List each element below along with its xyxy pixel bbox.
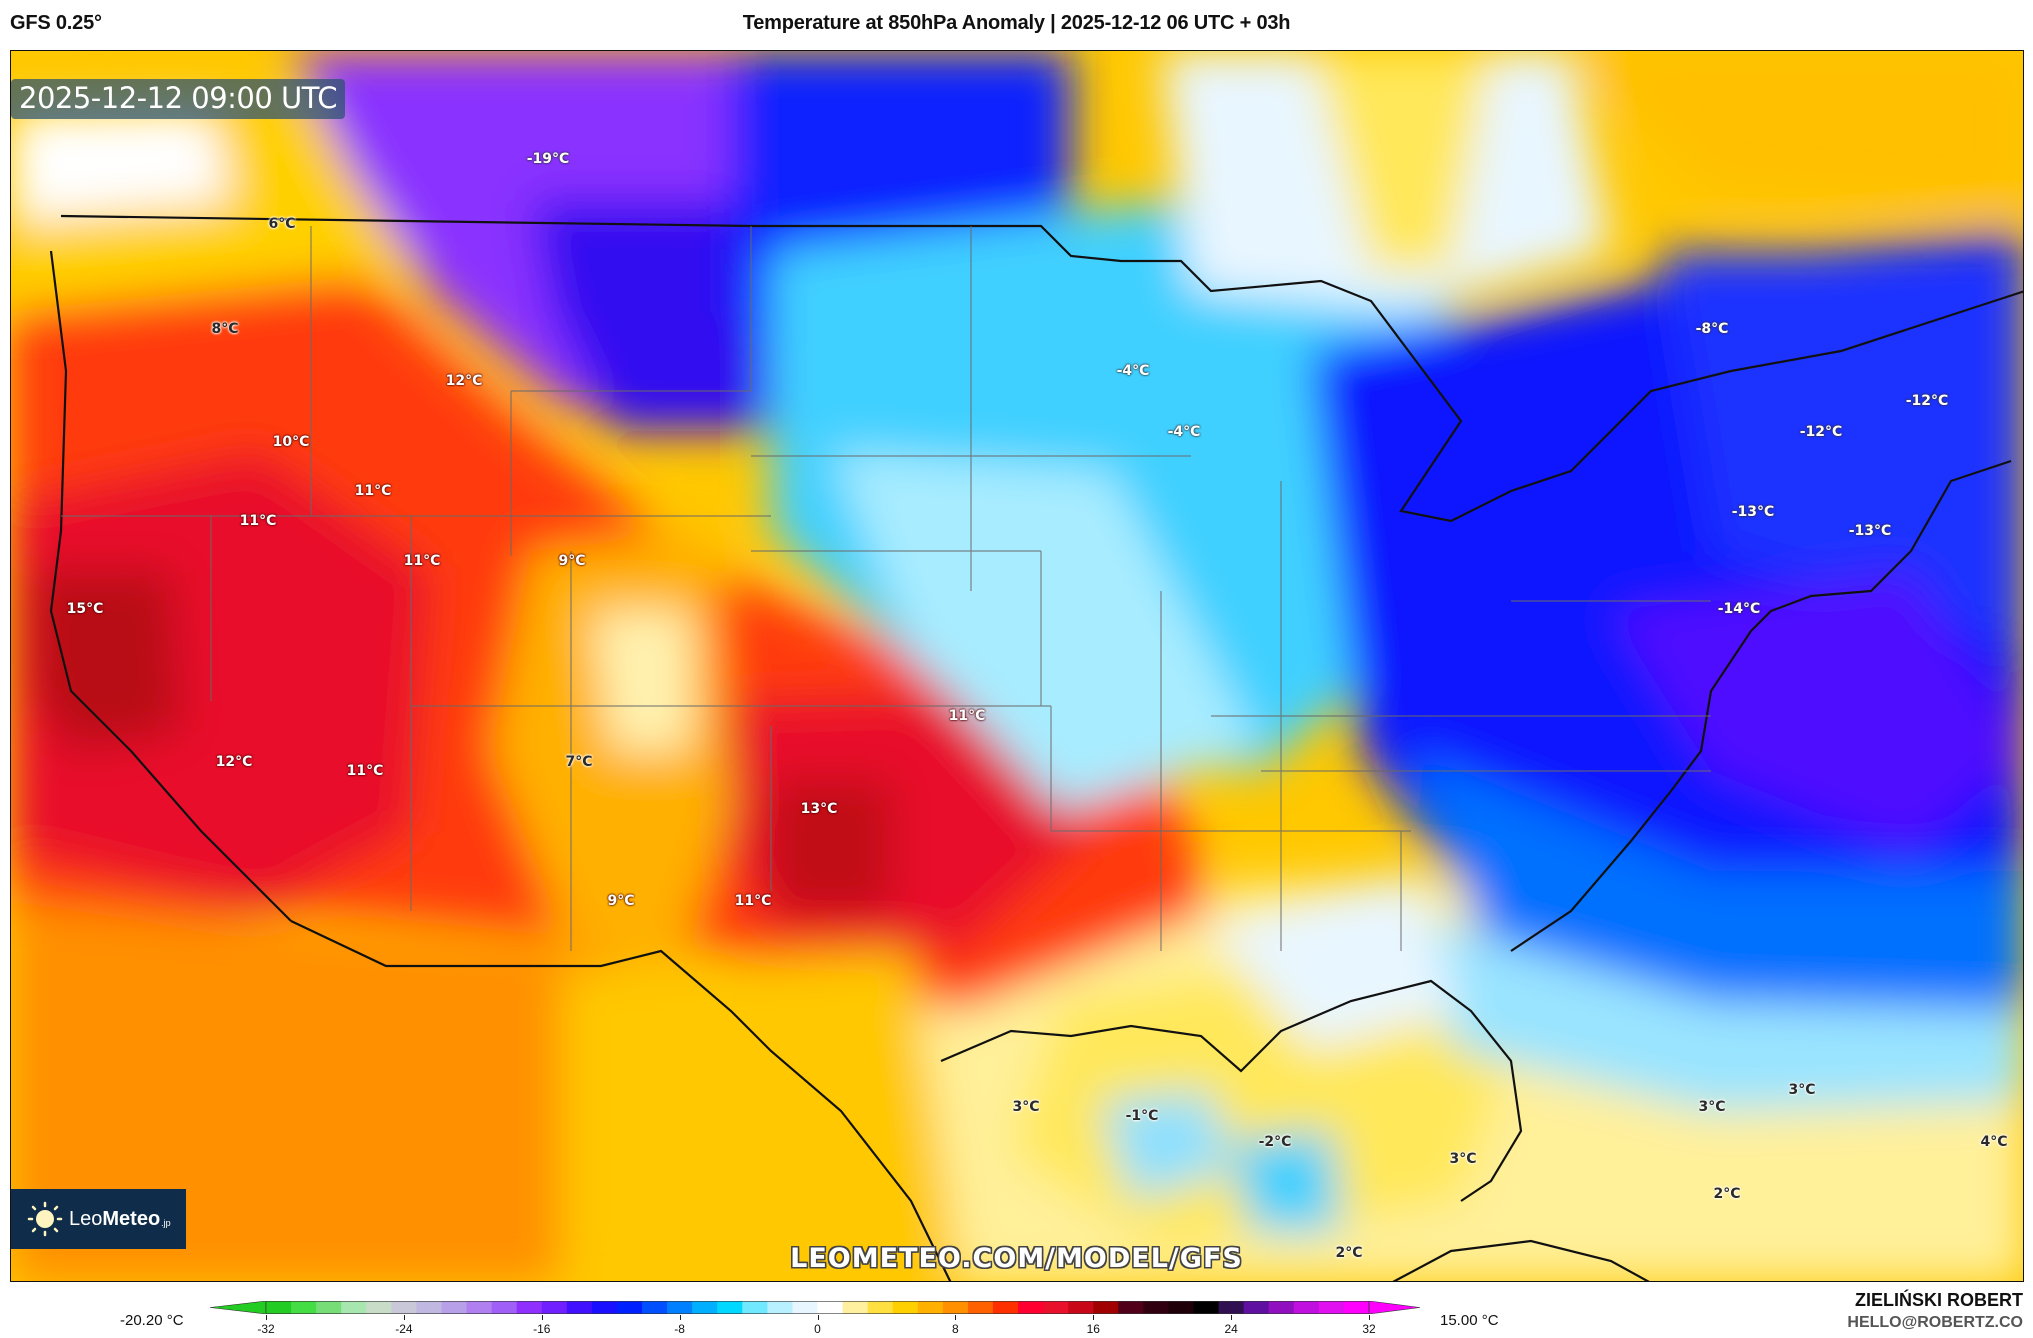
- isotherm-label: -14°C: [1717, 601, 1761, 617]
- isotherm-label: 9°C: [607, 893, 635, 909]
- colorbar-tick: [403, 1315, 405, 1320]
- source-watermark: LEOMETEO.COM/MODEL/GFS: [790, 1243, 1243, 1274]
- isotherm-label: -12°C: [1799, 424, 1843, 440]
- colorbar-max-label: 15.00 °C: [1440, 1312, 1499, 1329]
- isotherm-label: -19°C: [526, 151, 570, 167]
- isotherm-label: 11°C: [239, 513, 277, 529]
- isotherm-label: -4°C: [1116, 363, 1150, 379]
- temperature-anomaly-map[interactable]: 2025-12-12 09:00 UTC -19°C 6°C 8°C 12°C 10°C…: [10, 50, 2024, 1282]
- valid-time-badge: 2025-12-12 09:00 UTC: [11, 79, 346, 119]
- colorbar-tick: [955, 1315, 957, 1320]
- isotherm-label: -4°C: [1167, 424, 1201, 440]
- isotherm-label: 11°C: [948, 708, 986, 724]
- colorbar-tick-label: 24: [1224, 1322, 1238, 1336]
- isotherm-label: 13°C: [800, 801, 838, 817]
- isotherm-label: 3°C: [1788, 1082, 1816, 1098]
- isotherm-label: 11°C: [354, 483, 392, 499]
- colorbar-tick: [266, 1315, 267, 1320]
- isotherm-label: 2°C: [1713, 1186, 1741, 1202]
- isotherm-label: 11°C: [734, 893, 772, 909]
- temperature-field: [11, 51, 2023, 1281]
- isotherm-label: 3°C: [1012, 1099, 1040, 1115]
- logo-text-light: Leo: [69, 1207, 103, 1230]
- isotherm-label: -13°C: [1848, 523, 1892, 539]
- isotherm-label: 7°C: [565, 754, 593, 770]
- colorbar-tick-label: -16: [533, 1322, 551, 1336]
- isotherm-label: -1°C: [1125, 1108, 1159, 1124]
- isotherm-label: 12°C: [445, 373, 483, 389]
- author-name: ZIELIŃSKI ROBERT: [1854, 1290, 2023, 1310]
- logo-text-suffix: .jp: [161, 1218, 171, 1228]
- sun-icon: [27, 1201, 63, 1237]
- colorbar-tick-label: 16: [1086, 1322, 1100, 1336]
- isotherm-label: 12°C: [215, 754, 253, 770]
- isotherm-label: 11°C: [403, 553, 441, 569]
- colorbar-tick-label: -32: [257, 1322, 275, 1336]
- isotherm-label: 2°C: [1335, 1245, 1363, 1261]
- colorbar-tick-label: 32: [1362, 1322, 1376, 1336]
- colorbar-tick: [817, 1315, 819, 1320]
- leometeo-logo[interactable]: Leo Meteo .jp: [11, 1189, 186, 1249]
- isotherm-label: 3°C: [1449, 1151, 1477, 1167]
- isotherm-label: 6°C: [268, 216, 296, 232]
- colorbar-tick: [541, 1315, 543, 1320]
- isotherm-label: 3°C: [1698, 1099, 1726, 1115]
- isotherm-label: 4°C: [1980, 1134, 2008, 1150]
- isotherm-label: 8°C: [211, 321, 239, 337]
- isotherm-label: -13°C: [1731, 504, 1775, 520]
- chart-title: Temperature at 850hPa Anomaly | 2025-12-…: [742, 12, 1291, 34]
- colorbar-tick-label: 0: [814, 1322, 821, 1336]
- isotherm-label: -12°C: [1905, 393, 1949, 409]
- colorbar: [210, 1301, 1420, 1314]
- isotherm-label: -8°C: [1695, 321, 1729, 337]
- colorbar-tick: [1231, 1315, 1233, 1320]
- coastlines: [49, 214, 2023, 1281]
- author-email[interactable]: HELLO@ROBERTZ.CO: [1847, 1314, 2023, 1331]
- logo-text-bold: Meteo: [102, 1207, 161, 1230]
- colorbar-tick: [1369, 1315, 1370, 1320]
- state-borders: [61, 226, 1711, 951]
- isotherm-label: 9°C: [558, 553, 586, 569]
- colorbar-tick-label: -24: [395, 1322, 413, 1336]
- colorbar-tick-label: -8: [674, 1322, 685, 1336]
- isotherm-label: 11°C: [346, 763, 384, 779]
- isotherm-label: 15°C: [66, 601, 104, 617]
- colorbar-tick: [1093, 1315, 1095, 1320]
- colorbar-min-label: -20.20 °C: [120, 1312, 184, 1329]
- colorbar-tick: [679, 1315, 681, 1320]
- model-name: GFS 0.25°: [10, 12, 102, 34]
- colorbar-tick-label: 8: [952, 1322, 959, 1336]
- isotherm-label: 10°C: [272, 434, 310, 450]
- isotherm-label: -2°C: [1258, 1134, 1292, 1150]
